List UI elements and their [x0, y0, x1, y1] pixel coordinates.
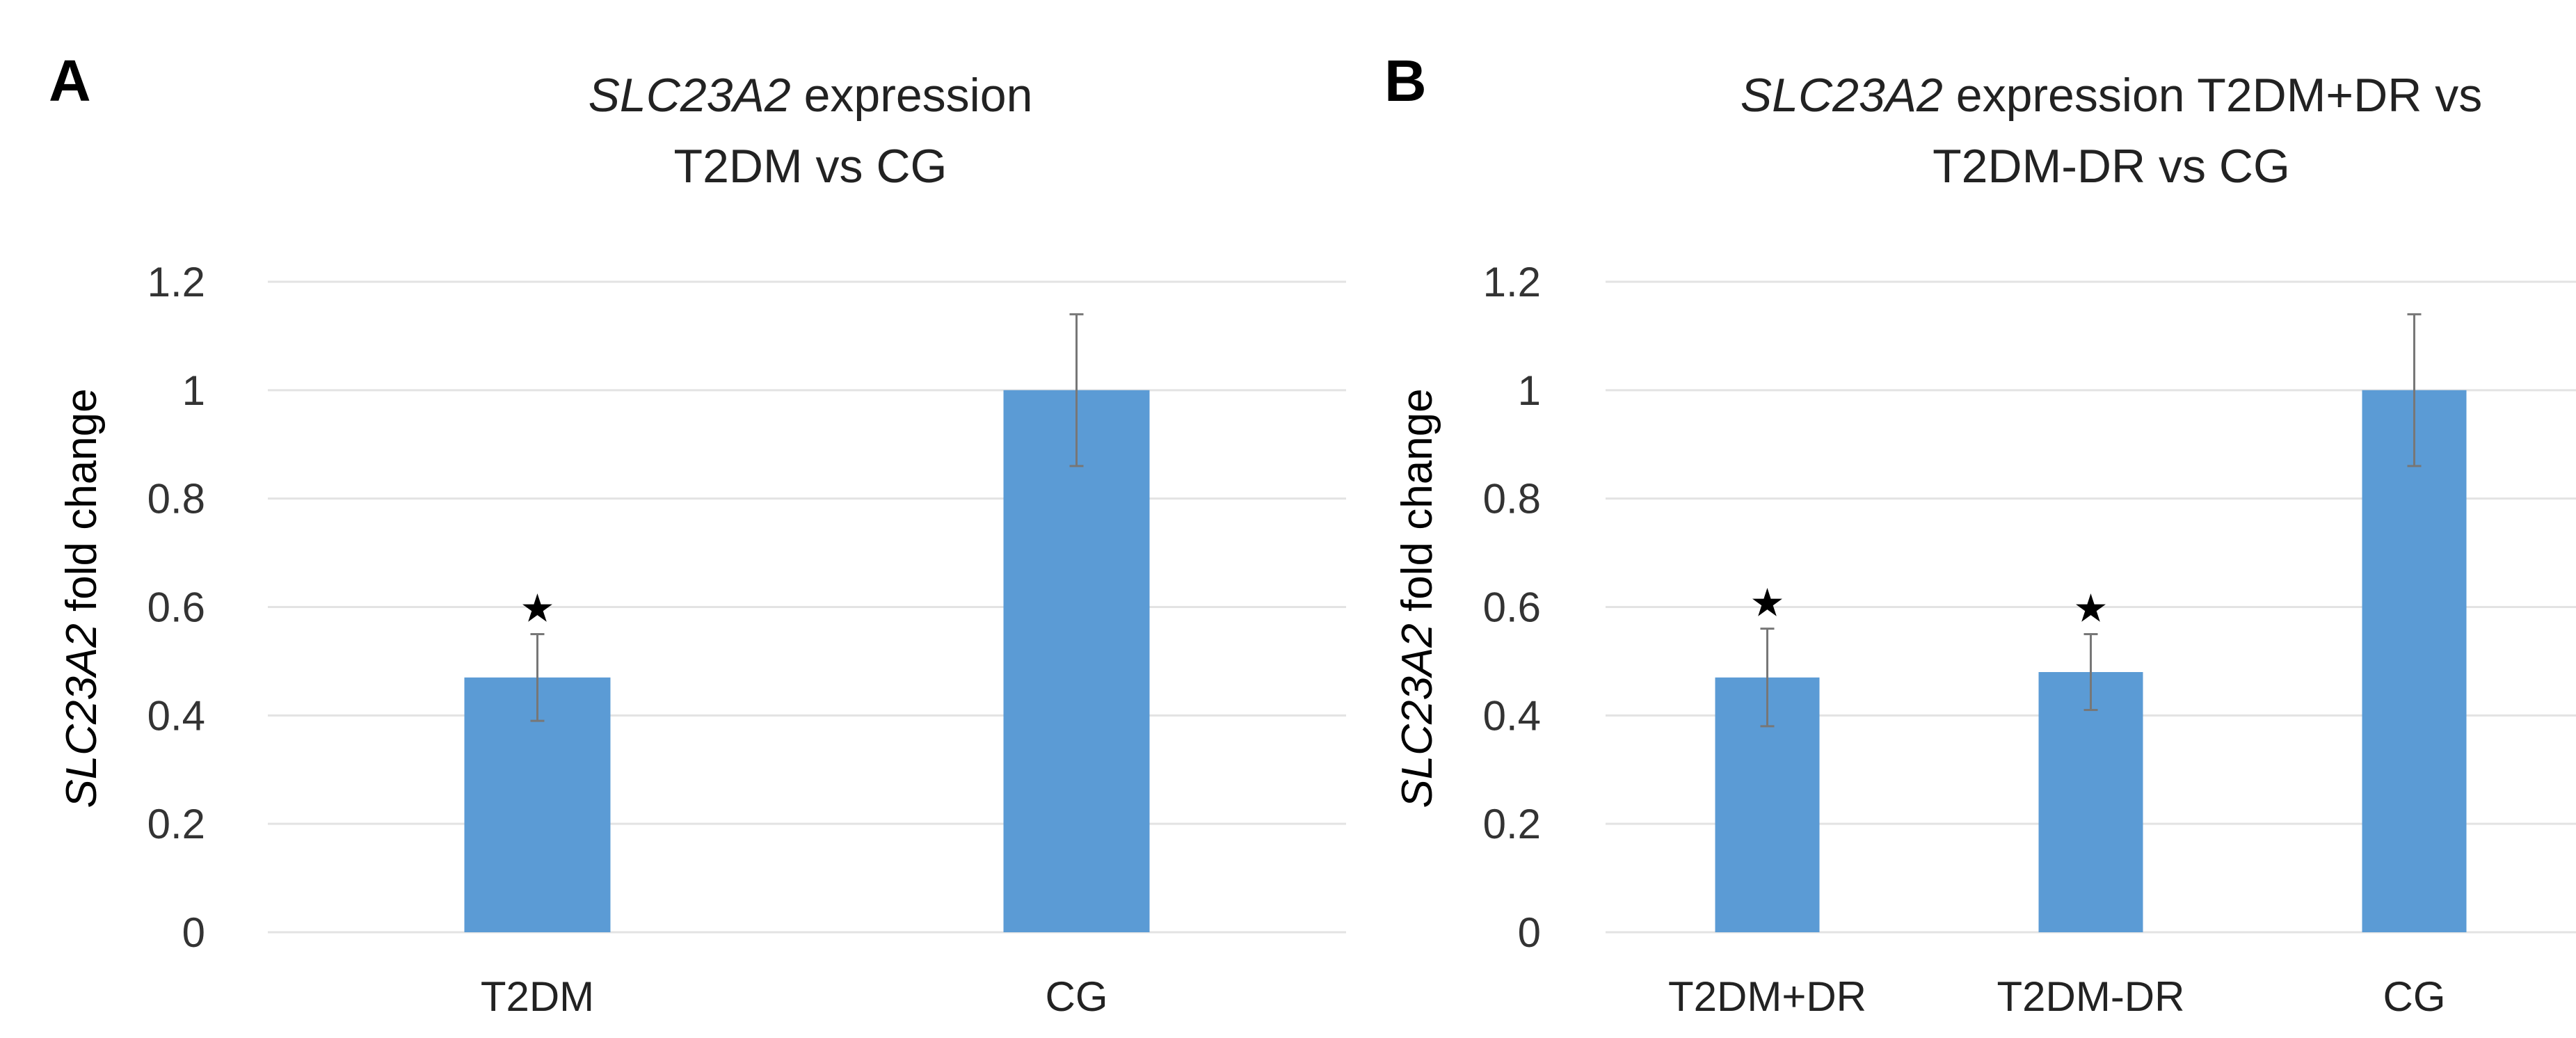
panel-a-bars [465, 390, 1150, 932]
panel-a-y-tick-label: 1 [182, 367, 205, 414]
panel-b-ylabel-rest: fold change [1393, 388, 1441, 623]
panel-b-category-label: T2DM+DR [1668, 973, 1866, 1020]
panel-a-title-line2: T2DM vs CG [674, 140, 947, 193]
panel-a-y-axis-title: SLC23A2 fold change [58, 388, 106, 808]
panel-a-y-tick-label: 1.2 [147, 259, 205, 305]
figure: A SLC23A2 expression T2DM vs CG SLC23A2 … [0, 0, 2576, 1038]
panel-a-y-tick-label: 0 [182, 909, 205, 956]
panel-b-y-axis-title: SLC23A2 fold change [1393, 388, 1441, 808]
panel-b-chart: B SLC23A2 expression T2DM+DR vs T2DM-DR … [1384, 48, 2576, 1020]
panel-b-y-ticks: 0 0.2 0.4 0.6 0.8 1 1.2 [1483, 259, 1541, 956]
panel-a-label: A [49, 48, 91, 113]
panel-b-label: B [1384, 48, 1427, 113]
panel-a-y-ticks: 0 0.2 0.4 0.6 0.8 1 1.2 [147, 259, 205, 956]
panel-b-ylabel-gene: SLC23A2 [1393, 623, 1441, 808]
panel-b-category-label: T2DM-DR [1997, 973, 2185, 1020]
panel-b-y-tick-label: 1.2 [1483, 259, 1541, 305]
panel-a-significance-star: ★ [520, 586, 554, 631]
panel-b-title-line2: T2DM-DR vs CG [1933, 140, 2290, 193]
panel-b-y-tick-label: 1 [1518, 367, 1541, 414]
panel-b-y-tick-label: 0 [1518, 909, 1541, 956]
panel-b-y-tick-label: 0.4 [1483, 692, 1541, 739]
panel-b-y-tick-label: 0.8 [1483, 476, 1541, 522]
panel-a-category-label: CG [1046, 973, 1108, 1020]
panel-a-title-gene: SLC23A2 [589, 69, 791, 122]
panel-b-category-labels: T2DM+DR T2DM-DR CG [1668, 973, 2446, 1020]
panel-b-bar-cg [2362, 390, 2467, 932]
panel-a-bar-cg [1004, 390, 1150, 932]
panel-a-title-rest: expression [791, 69, 1033, 122]
panel-a-y-tick-label: 0.4 [147, 692, 205, 739]
panel-a-error-bars [531, 314, 1084, 721]
panel-a-title-line1: SLC23A2 expression [589, 69, 1033, 122]
panel-a-category-labels: T2DM CG [481, 973, 1108, 1020]
panel-a-significance: ★ [520, 586, 554, 631]
panel-b-error-bars [1761, 314, 2422, 726]
panel-b-significance-star: ★ [2073, 586, 2108, 631]
panel-b-y-tick-label: 0.6 [1483, 584, 1541, 631]
panel-a-ylabel-gene: SLC23A2 [58, 623, 106, 808]
panel-b-category-label: CG [2383, 973, 2446, 1020]
panel-b-title-rest: expression T2DM+DR vs [1943, 69, 2482, 122]
panel-b-significance-star: ★ [1750, 581, 1784, 626]
panel-a-y-tick-label: 0.8 [147, 476, 205, 522]
panel-b-y-tick-label: 0.2 [1483, 801, 1541, 847]
panel-b-title-gene: SLC23A2 [1741, 69, 1943, 122]
panel-b-bar-t2dm-dr [2039, 672, 2143, 932]
panel-a-y-tick-label: 0.6 [147, 584, 205, 631]
panel-a-chart: A SLC23A2 expression T2DM vs CG SLC23A2 … [49, 48, 1346, 1020]
panel-a-y-tick-label: 0.2 [147, 801, 205, 847]
panel-b-title-line1: SLC23A2 expression T2DM+DR vs [1741, 69, 2482, 122]
panel-a-ylabel-rest: fold change [58, 388, 106, 623]
panel-a-category-label: T2DM [481, 973, 594, 1020]
panel-a-gridlines [268, 282, 1346, 932]
